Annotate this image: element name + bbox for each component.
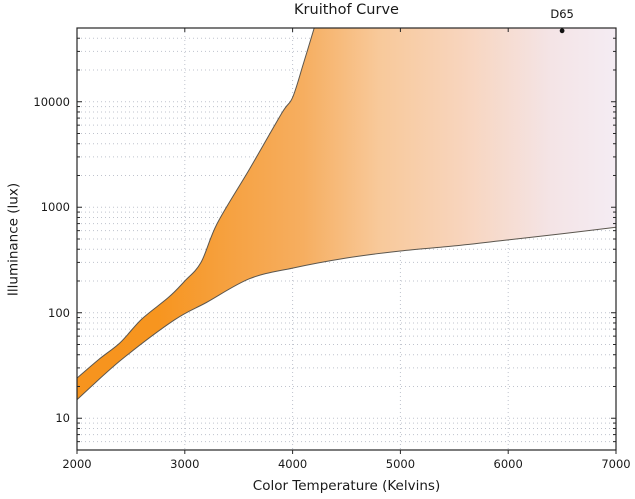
x-tick-label: 7000: [601, 457, 631, 471]
plot-border: [76, 27, 617, 451]
x-tick-label: 6000: [493, 457, 523, 471]
lower-bound-curve: [77, 226, 616, 401]
y-tick-label: 100: [48, 305, 70, 320]
pleasing-region-band: [77, 28, 616, 400]
x-tick-label: 2000: [62, 457, 92, 471]
x-tick-label: 5000: [385, 457, 416, 471]
y-tick-label: 10000: [33, 94, 70, 109]
x-tick-label: 3000: [170, 457, 200, 471]
chart-title: Kruithof Curve: [294, 2, 399, 18]
upper-bound-curve: [77, 28, 315, 379]
y-tick-label: 1000: [40, 200, 70, 215]
x-tick-label: 4000: [277, 457, 308, 471]
d65-marker-dot: [559, 28, 565, 34]
d65-annotation-label: D65: [550, 6, 574, 21]
y-tick-label: 10: [55, 411, 70, 426]
x-axis-label: Color Temperature (Kelvins): [252, 478, 441, 494]
